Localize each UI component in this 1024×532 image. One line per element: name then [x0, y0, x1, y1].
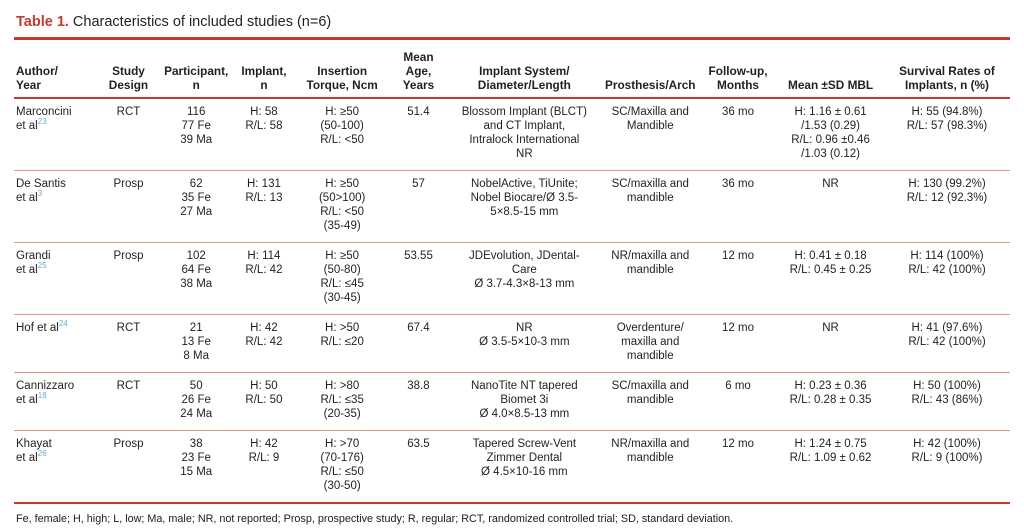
- cell-implants: H: 131 R/L: 13: [245, 178, 283, 204]
- cell-torque: H: >70 (70-176) R/L: ≤50 (30-50): [320, 438, 364, 492]
- column-header-mbl: Mean ±SD MBL: [777, 42, 884, 99]
- reference-superscript: 23: [37, 117, 47, 127]
- cell-torque: H: ≥50 (50-100) R/L: <50: [320, 106, 365, 146]
- cell-followup: 36 mo: [722, 178, 754, 190]
- cell-prosthesis: Overdenture/maxilla and mandible: [616, 322, 684, 362]
- table-figure: Table 1. Characteristics of included stud…: [14, 12, 1010, 525]
- reference-superscript: 18: [37, 391, 47, 401]
- column-header-age: Mean Age, Years: [389, 42, 448, 99]
- cell-author: Grandi et al25: [16, 250, 51, 276]
- cell-prosthesis: SC/Maxilla and Mandible: [611, 106, 689, 132]
- cell-age: 51.4: [407, 106, 430, 118]
- cell-design: Prosp: [113, 178, 144, 190]
- cell-participants: 21 13 Fe 8 Ma: [181, 322, 211, 362]
- cell-mbl: NR: [822, 178, 839, 190]
- study-row: De Santis et al3 Prosp 62 35 Fe 27 Ma H: 131 R/…: [14, 171, 1010, 243]
- cell-design: Prosp: [113, 438, 144, 450]
- cell-followup: 6 mo: [725, 380, 751, 392]
- cell-torque: H: ≥50 (50-80) R/L: ≤45 (30-45): [320, 250, 364, 304]
- cell-system: NanoTite NT tapered Biomet 3i Ø 4.0×8.5-13…: [470, 380, 578, 420]
- cell-prosthesis: NR/maxilla and mandible: [611, 250, 690, 276]
- study-row: Khayat et al26 Prosp 38 23 Fe 15 Ma H: 42 R/L: …: [14, 431, 1010, 503]
- cell-torque: H: ≥50 (50>100) R/L: <50 (35-49): [318, 178, 366, 232]
- cell-age: 63.5: [407, 438, 430, 450]
- column-header-author: Author/Year: [14, 42, 98, 99]
- cell-mbl: NR: [822, 322, 839, 334]
- cell-design: Prosp: [113, 250, 144, 262]
- reference-superscript: 25: [37, 261, 47, 271]
- cell-participants: 62 35 Fe 27 Ma: [180, 178, 213, 218]
- cell-followup: 36 mo: [722, 106, 754, 118]
- column-header-participants: Participant, n: [159, 42, 234, 99]
- cell-mbl: H: 1.24 ± 0.75 R/L: 1.09 ± 0.62: [789, 438, 872, 464]
- cell-system: JDEvolution, JDental- Care Ø 3.7-4.3×8-13 …: [469, 250, 580, 290]
- study-row: Marconcini et al23 RCT 116 77 Fe 39 Ma H: 58 R/…: [14, 98, 1010, 171]
- cell-followup: 12 mo: [722, 438, 754, 450]
- table-number-label: Table 1.: [16, 14, 69, 30]
- cell-mbl: H: 0.23 ± 0.36 R/L: 0.28 ± 0.35: [789, 380, 872, 406]
- reference-superscript: 24: [58, 319, 68, 329]
- cell-age: 38.8: [407, 380, 430, 392]
- cell-implants: H: 42 R/L: 42: [245, 322, 283, 348]
- cell-survival: H: 114 (100%) R/L: 42 (100%): [908, 250, 986, 276]
- cell-author: Cannizzaro et al18: [16, 380, 75, 406]
- title-rule: [14, 37, 1010, 40]
- table-title: Table 1. Characteristics of included stud…: [16, 12, 1010, 32]
- cell-design: RCT: [116, 322, 141, 334]
- cell-system: Blossom Implant (BLCT) and CT Implant, Int…: [461, 106, 587, 160]
- cell-participants: 116 77 Fe 39 Ma: [180, 106, 213, 146]
- cell-system: NobelActive, TiUnite; Nobel Biocare/Ø 3.5…: [470, 178, 579, 218]
- cell-torque: H: >50 R/L: ≤20: [320, 322, 364, 348]
- cell-age: 53.55: [404, 250, 433, 262]
- cell-survival: H: 41 (97.6%) R/L: 42 (100%): [908, 322, 986, 348]
- cell-age: 57: [412, 178, 425, 190]
- study-row: Hof et al24 RCT 21 13 Fe 8 Ma H: 42 R/L: 42 H: …: [14, 315, 1010, 373]
- cell-torque: H: >80 R/L: ≤35 (20-35): [320, 380, 364, 420]
- cell-followup: 12 mo: [722, 250, 754, 262]
- table-body: Marconcini et al23 RCT 116 77 Fe 39 Ma H: 58 R/…: [14, 98, 1010, 503]
- cell-survival: H: 130 (99.2%) R/L: 12 (92.3%): [906, 178, 988, 204]
- column-header-torque: Insertion Torque, Ncm: [294, 42, 390, 99]
- cell-participants: 50 26 Fe 24 Ma: [180, 380, 213, 420]
- cell-author: Hof et al24: [16, 319, 68, 334]
- cell-design: RCT: [116, 380, 141, 392]
- cell-author: Marconcini et al23: [16, 106, 72, 132]
- cell-mbl: H: 1.16 ± 0.61/1.53 (0.29) R/L: 0.96 ±0.4…: [791, 106, 870, 160]
- cell-prosthesis: NR/maxilla and mandible: [611, 438, 690, 464]
- table-footnote: Fe, female; H, high; L, low; Ma, male; N…: [16, 513, 734, 525]
- header-row: Author/Year Study Design Participant, n Impla…: [14, 42, 1010, 99]
- cell-participants: 102 64 Fe 38 Ma: [180, 250, 213, 290]
- cell-survival: H: 50 (100%) R/L: 43 (86%): [911, 380, 983, 406]
- cell-implants: H: 50 R/L: 50: [245, 380, 283, 406]
- cell-age: 67.4: [407, 322, 430, 334]
- cell-author: De Santis et al3: [16, 178, 66, 204]
- cell-design: RCT: [116, 106, 141, 118]
- table-caption: Characteristics of included studies (n=6…: [72, 14, 332, 30]
- column-header-followup: Follow-up, Months: [698, 42, 778, 99]
- cell-survival: H: 42 (100%) R/L: 9 (100%): [911, 438, 983, 464]
- cell-implants: H: 114 R/L: 42: [245, 250, 283, 276]
- table-header: Author/Year Study Design Participant, n Impla…: [14, 42, 1010, 99]
- cell-system: NR Ø 3.5-5×10-3 mm: [479, 322, 570, 348]
- column-header-prosthesis: Prosthesis/Arch: [601, 42, 699, 99]
- cell-prosthesis: SC/maxilla and mandible: [611, 178, 689, 204]
- cell-implants: H: 42 R/L: 9: [248, 438, 280, 464]
- cell-author: Khayat et al26: [16, 438, 52, 464]
- column-header-implants: Implant, n: [233, 42, 295, 99]
- cell-participants: 38 23 Fe 15 Ma: [180, 438, 213, 478]
- column-header-survival: Survival Rates of Implants, n (%): [883, 42, 1010, 99]
- cell-implants: H: 58 R/L: 58: [245, 106, 283, 132]
- cell-system: Tapered Screw-Vent Zimmer Dental Ø 4.5×10-…: [472, 438, 577, 478]
- cell-prosthesis: SC/maxilla and mandible: [611, 380, 689, 406]
- column-header-design: Study Design: [97, 42, 159, 99]
- reference-superscript: 26: [37, 449, 47, 459]
- cell-followup: 12 mo: [722, 322, 754, 334]
- cell-mbl: H: 0.41 ± 0.18 R/L: 0.45 ± 0.25: [789, 250, 872, 276]
- column-header-system: Implant System/Diameter/Length: [447, 42, 602, 99]
- studies-table: Author/Year Study Design Participant, n Impla…: [14, 42, 1010, 504]
- study-row: Grandi et al25 Prosp 102 64 Fe 38 Ma H: 114 R/L…: [14, 243, 1010, 315]
- cell-survival: H: 55 (94.8%) R/L: 57 (98.3%): [906, 106, 988, 132]
- reference-superscript: 3: [37, 189, 43, 199]
- study-row: Cannizzaro et al18 RCT 50 26 Fe 24 Ma H: 50 R/L…: [14, 373, 1010, 431]
